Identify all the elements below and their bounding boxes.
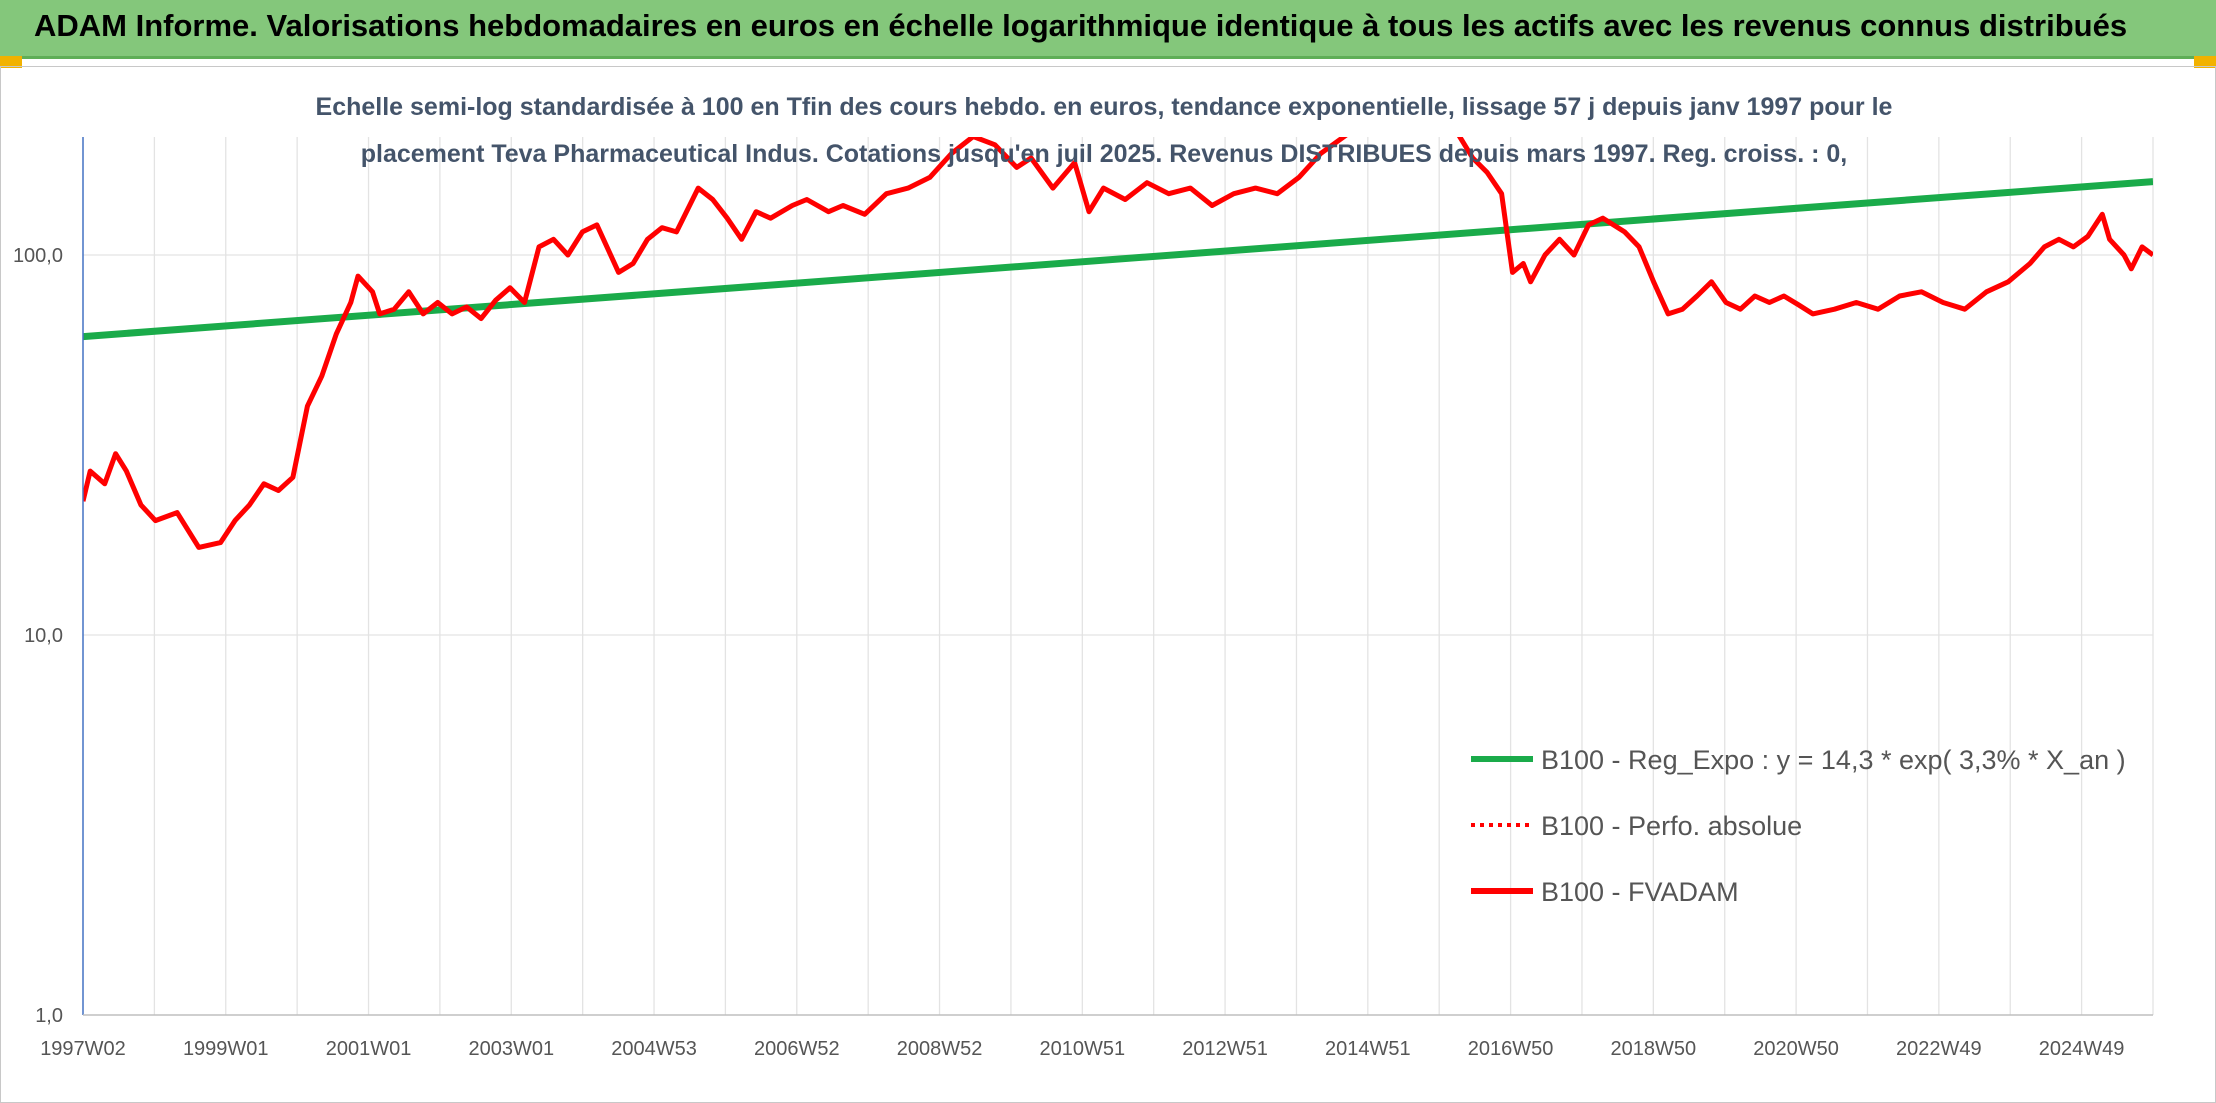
header-banner: ADAM Informe. Valorisations hebdomadaire… [0, 0, 2216, 59]
series-line-fvadam [83, 137, 2153, 550]
x-tick-label: 2022W49 [1896, 1038, 1982, 1060]
legend-label: B100 - Reg_Expo : y = 14,3 * exp( 3,3% *… [1541, 745, 2126, 775]
x-axis-ticks: 1997W02 1999W01 2001W01 2003W01 2004W53 2006W… [40, 1038, 2124, 1060]
y-tick-label: 10,0 [24, 625, 63, 647]
subtitle-background [301, 93, 1941, 123]
grid [83, 137, 2154, 1015]
legend-label: B100 - FVADAM [1541, 877, 1739, 907]
line-chart: 1,0 10,0 100,0 1997W02 1999W01 2001W01 2003W0… [13, 93, 2154, 1060]
x-tick-label: 2001W01 [326, 1038, 412, 1060]
series-layer [83, 137, 2153, 550]
x-tick-label: 1999W01 [183, 1038, 269, 1060]
y-tick-label: 100,0 [13, 245, 63, 267]
corner-marker-right [2194, 56, 2216, 68]
legend-item-fvadam: B100 - FVADAM [1471, 877, 1739, 907]
corner-marker-left [0, 56, 22, 68]
chart-subtitle-line-1: Echelle semi-log standardisée à 100 en T… [316, 93, 1893, 121]
x-tick-label: 1997W02 [40, 1038, 126, 1060]
x-tick-label: 2004W53 [611, 1038, 697, 1060]
x-tick-label: 2016W50 [1468, 1038, 1554, 1060]
page-title: ADAM Informe. Valorisations hebdomadaire… [34, 8, 2128, 43]
x-tick-label: 2020W50 [1753, 1038, 1839, 1060]
x-tick-label: 2006W52 [754, 1038, 840, 1060]
legend-item-reg-expo: B100 - Reg_Expo : y = 14,3 * exp( 3,3% *… [1471, 745, 2126, 775]
x-tick-label: 2003W01 [468, 1038, 554, 1060]
y-axis-ticks: 1,0 10,0 100,0 [13, 245, 63, 1027]
y-tick-label: 1,0 [35, 1005, 63, 1027]
x-tick-label: 2018W50 [1611, 1038, 1697, 1060]
x-tick-label: 2010W51 [1039, 1038, 1125, 1060]
legend: B100 - Reg_Expo : y = 14,3 * exp( 3,3% *… [1471, 745, 2126, 907]
chart-area: 1,0 10,0 100,0 1997W02 1999W01 2001W01 2003W0… [0, 66, 2216, 1103]
chart-subtitle-line-2: placement Teva Pharmaceutical Indus. Cot… [361, 140, 1848, 168]
x-tick-label: 2014W51 [1325, 1038, 1411, 1060]
legend-item-perfo-absolue: B100 - Perfo. absolue [1471, 811, 1802, 841]
series-line-reg-expo [83, 178, 2153, 341]
legend-label: B100 - Perfo. absolue [1541, 811, 1802, 841]
x-tick-label: 2012W51 [1182, 1038, 1268, 1060]
x-tick-label: 2008W52 [897, 1038, 983, 1060]
x-tick-label: 2024W49 [2039, 1038, 2125, 1060]
